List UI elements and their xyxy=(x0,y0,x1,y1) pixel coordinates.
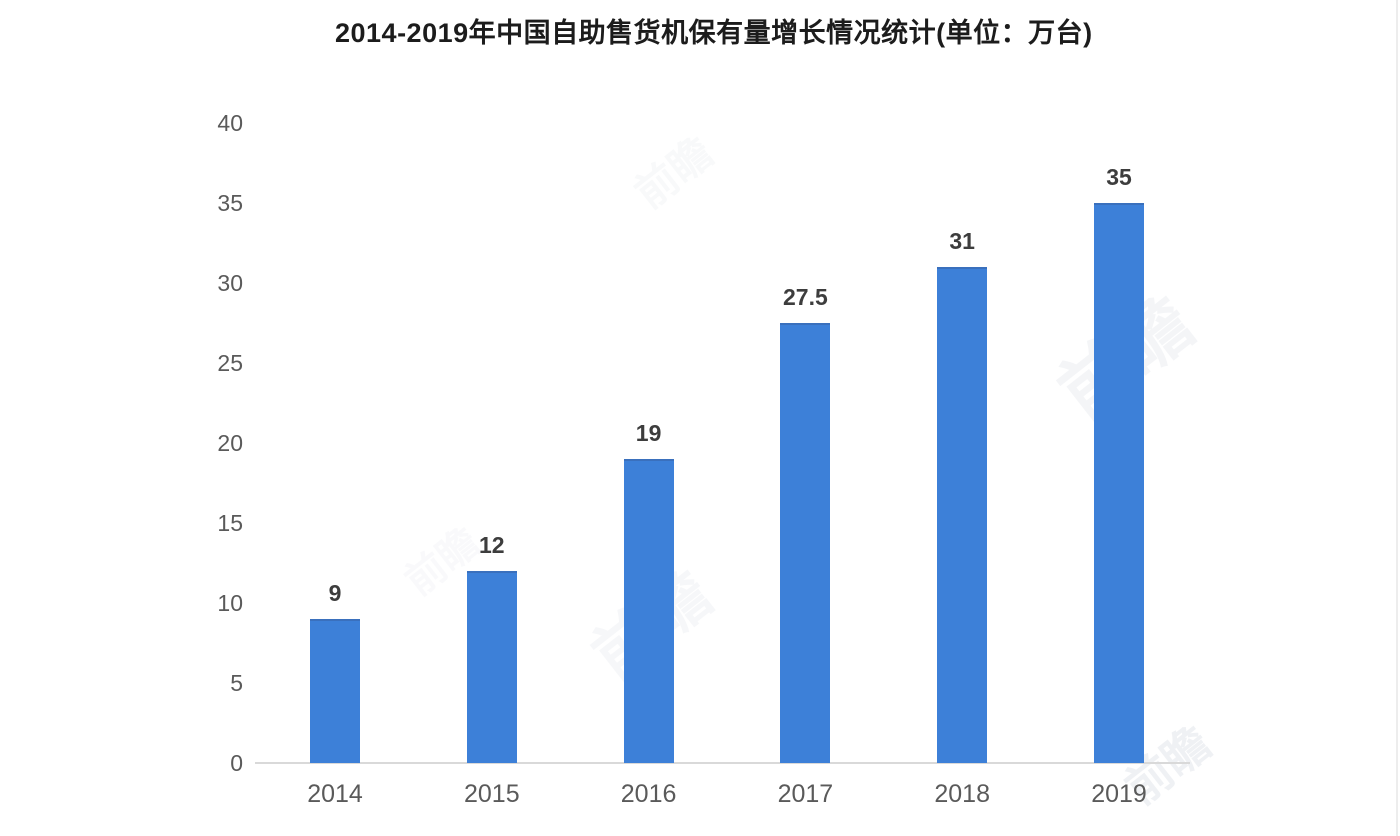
bar-value-label: 35 xyxy=(1106,164,1132,190)
bar-2019 xyxy=(1094,203,1144,763)
bar-value-label: 31 xyxy=(949,228,975,254)
watermark-text: 前瞻 xyxy=(620,121,724,221)
x-tick-label: 2016 xyxy=(620,780,677,808)
chart-title: 2014-2019年中国自助售货机保有量增长情况统计(单位：万台) xyxy=(335,18,1093,48)
y-tick-label: 10 xyxy=(217,590,243,616)
bar-2016 xyxy=(623,459,674,763)
y-tick-label: 15 xyxy=(217,510,243,536)
y-tick-label: 25 xyxy=(217,350,243,376)
x-tick-label: 2019 xyxy=(1091,780,1147,808)
y-tick-label: 0 xyxy=(230,750,243,776)
y-tick-label: 35 xyxy=(217,190,243,216)
bar-value-label: 27.5 xyxy=(783,284,828,310)
x-tick-label: 2017 xyxy=(777,780,834,808)
bar-value-label: 12 xyxy=(479,532,505,558)
y-tick-label: 20 xyxy=(217,430,243,456)
bar-value-label: 19 xyxy=(635,420,662,446)
x-tick-label: 2018 xyxy=(934,780,990,808)
bar-value-label: 9 xyxy=(328,580,342,606)
bar-2018 xyxy=(937,267,988,763)
x-tick-label: 2015 xyxy=(463,780,520,808)
bar-2015 xyxy=(466,571,517,763)
y-tick-label: 40 xyxy=(217,110,243,136)
bar-2014 xyxy=(310,619,360,763)
right-edge-line xyxy=(1396,0,1398,836)
bar-2017 xyxy=(780,323,831,763)
x-tick-label: 2014 xyxy=(307,780,363,808)
x-axis-line xyxy=(255,762,1190,764)
y-tick-label: 30 xyxy=(217,270,243,296)
y-tick-label: 5 xyxy=(230,670,243,696)
